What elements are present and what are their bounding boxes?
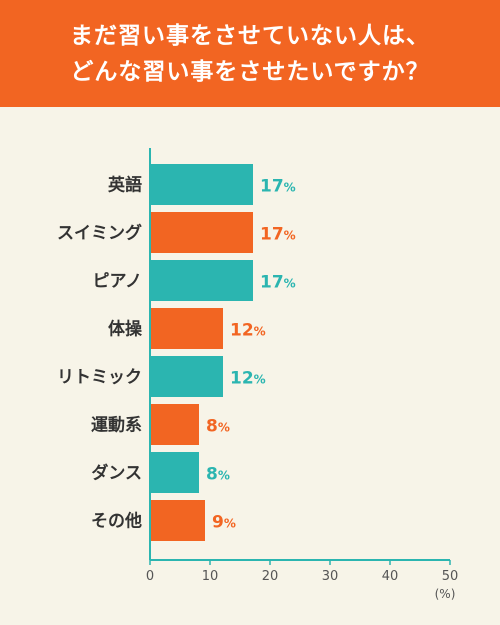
x-unit-label: (%) bbox=[435, 587, 456, 601]
bar-6 bbox=[151, 452, 199, 493]
chart-title-line-1: まだ習い事をさせていない人は、 bbox=[70, 22, 430, 49]
x-tick-label-40: 40 bbox=[382, 569, 399, 584]
category-label-1: スイミング bbox=[57, 223, 142, 244]
x-tick-label-20: 20 bbox=[262, 569, 279, 584]
value-label-1: 17% bbox=[260, 225, 296, 245]
chart-title-line-2: どんな習い事をさせたいですか？ bbox=[70, 58, 430, 85]
x-tick-label-10: 10 bbox=[202, 569, 219, 584]
value-label-5: 8% bbox=[206, 417, 230, 437]
value-label-4: 12% bbox=[230, 369, 266, 389]
category-label-3: 体操 bbox=[108, 319, 142, 340]
bar-4 bbox=[151, 356, 223, 397]
bar-7 bbox=[151, 500, 205, 541]
chart-title: まだ習い事をさせていない人は、 どんな習い事をさせたいですか？ bbox=[0, 0, 500, 107]
bar-5 bbox=[151, 404, 199, 445]
bar-3 bbox=[151, 308, 223, 349]
x-tick-label-30: 30 bbox=[322, 569, 339, 584]
value-label-3: 12% bbox=[230, 321, 266, 341]
category-label-6: ダンス bbox=[91, 463, 142, 484]
category-label-0: 英語 bbox=[108, 175, 142, 196]
category-label-2: ピアノ bbox=[93, 272, 142, 292]
value-label-2: 17% bbox=[260, 273, 296, 293]
category-label-5: 運動系 bbox=[91, 415, 142, 436]
category-label-7: その他 bbox=[91, 511, 142, 532]
category-label-4: リトミック bbox=[57, 368, 142, 388]
x-tick-label-0: 0 bbox=[146, 569, 154, 584]
bar-1 bbox=[151, 212, 253, 253]
x-tick-label-50: 50 bbox=[442, 569, 459, 584]
value-label-6: 8% bbox=[206, 465, 230, 485]
value-label-0: 17% bbox=[260, 177, 296, 197]
bar-0 bbox=[151, 164, 253, 205]
bar-2 bbox=[151, 260, 253, 301]
value-label-7: 9% bbox=[212, 513, 236, 533]
